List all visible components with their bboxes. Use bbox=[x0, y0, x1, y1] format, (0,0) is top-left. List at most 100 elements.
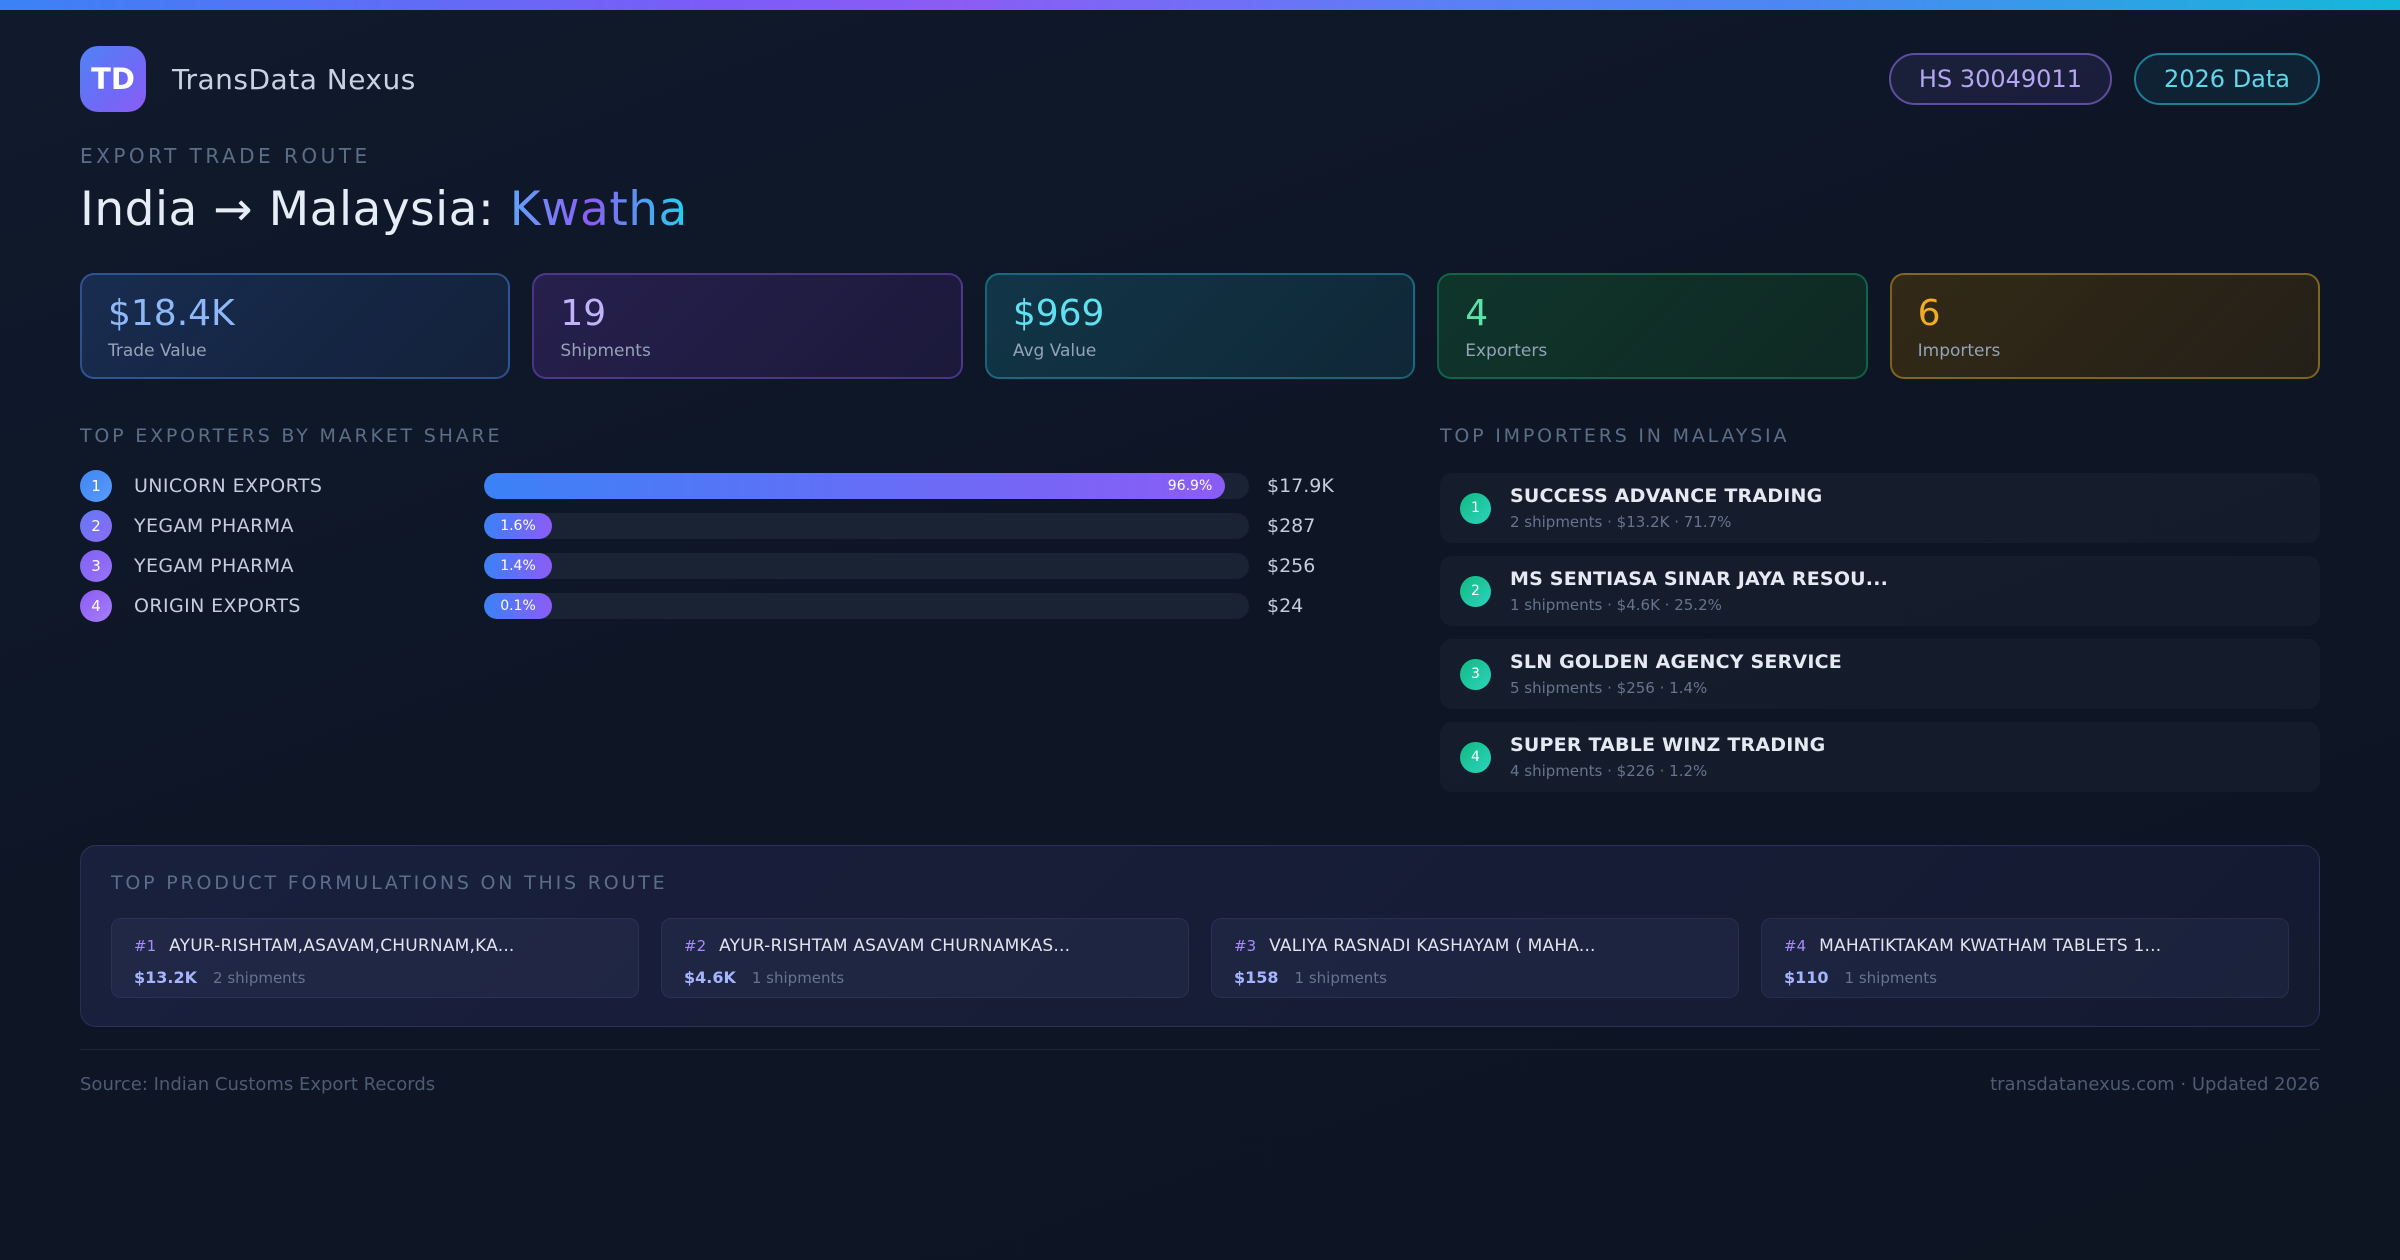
product-shipments: 1 shipments bbox=[751, 969, 845, 987]
exporters-section: TOP EXPORTERS BY MARKET SHARE 1 UNICORN … bbox=[80, 425, 1345, 805]
market-share-bar: 1.6% bbox=[484, 513, 552, 539]
exporter-name: UNICORN EXPORTS bbox=[134, 475, 323, 497]
importer-name: SUPER TABLE WINZ TRADING bbox=[1510, 734, 1826, 756]
stat-value: 4 bbox=[1465, 293, 1489, 334]
products-heading: TOP PRODUCT FORMULATIONS ON THIS ROUTE bbox=[111, 872, 668, 894]
product-name: VALIYA RASNADI KASHAYAM ( MAHA... bbox=[1269, 936, 1596, 956]
product-card[interactable]: #2 AYUR-RISHTAM ASAVAM CHURNAMKAS... $4.… bbox=[661, 918, 1189, 998]
stat-card-importers: 6 Importers bbox=[1889, 273, 2321, 379]
stat-value: $18.4K bbox=[108, 293, 235, 334]
market-share-percent: 1.6% bbox=[500, 518, 536, 534]
market-share-percent: 96.9% bbox=[1167, 478, 1213, 494]
exporter-row: 4 ORIGIN EXPORTS 0.1% $24 bbox=[80, 590, 1345, 622]
product-shipments: 1 shipments bbox=[1294, 969, 1387, 987]
importer-card[interactable]: 4 SUPER TABLE WINZ TRADING 4 shipments ·… bbox=[1440, 722, 2320, 792]
exporter-name: ORIGIN EXPORTS bbox=[134, 595, 301, 617]
stat-label: Trade Value bbox=[108, 341, 207, 361]
stat-value: 19 bbox=[560, 293, 607, 334]
importer-name: MS SENTIASA SINAR JAYA RESOU... bbox=[1510, 568, 1889, 590]
stat-card-trade-value: $18.4K Trade Value bbox=[80, 273, 511, 379]
stat-card-exporters: 4 Exporters bbox=[1437, 273, 1868, 379]
brand-name: TransData Nexus bbox=[172, 62, 416, 96]
exporter-value: $256 bbox=[1267, 555, 1316, 577]
rank-badge: 4 bbox=[80, 590, 112, 622]
product-name: MAHATIKTAKAM KWATHAM TABLETS 1... bbox=[1819, 936, 2162, 956]
exporter-row: 2 YEGAM PHARMA 1.6% $287 bbox=[80, 510, 1345, 542]
stat-value: $969 bbox=[1012, 293, 1105, 334]
brand: TD TransData Nexus bbox=[80, 46, 416, 112]
main-columns: TOP EXPORTERS BY MARKET SHARE 1 UNICORN … bbox=[80, 425, 2320, 805]
importer-card[interactable]: 2 MS SENTIASA SINAR JAYA RESOU... 1 ship… bbox=[1440, 556, 2320, 626]
products-panel: TOP PRODUCT FORMULATIONS ON THIS ROUTE #… bbox=[80, 845, 2320, 1027]
market-share-percent: 0.1% bbox=[500, 598, 536, 614]
brand-logo: TD bbox=[80, 46, 146, 112]
product-rank: #1 bbox=[134, 937, 157, 955]
stat-label: Avg Value bbox=[1012, 341, 1097, 361]
product-value: $158 bbox=[1234, 968, 1279, 987]
exporter-value: $24 bbox=[1267, 595, 1304, 617]
rank-badge: 4 bbox=[1460, 741, 1491, 773]
importer-name: SLN GOLDEN AGENCY SERVICE bbox=[1510, 651, 1842, 673]
product-card[interactable]: #1 AYUR-RISHTAM,ASAVAM,CHURNAM,KA... $13… bbox=[111, 918, 639, 998]
market-share-percent: 1.4% bbox=[500, 558, 536, 574]
hs-code-badge[interactable]: HS 30049011 bbox=[1888, 53, 2112, 105]
product-rank: #4 bbox=[1784, 937, 1807, 955]
exporter-name: YEGAM PHARMA bbox=[134, 555, 294, 577]
product-name: AYUR-RISHTAM ASAVAM CHURNAMKAS... bbox=[719, 936, 1071, 956]
rank-badge: 1 bbox=[1460, 492, 1491, 524]
product-rank: #2 bbox=[684, 937, 707, 955]
stat-card-shipments: 19 Shipments bbox=[532, 273, 963, 379]
product-value: $13.2K bbox=[134, 968, 198, 987]
rank-badge: 2 bbox=[1460, 575, 1491, 607]
exporter-row: 3 YEGAM PHARMA 1.4% $256 bbox=[80, 550, 1345, 582]
header: TD TransData Nexus HS 30049011 2026 Data bbox=[80, 46, 2320, 112]
product-card[interactable]: #3 VALIYA RASNADI KASHAYAM ( MAHA... $15… bbox=[1211, 918, 1739, 998]
product-value: $110 bbox=[1784, 968, 1829, 987]
page-title: India → Malaysia: Kwatha bbox=[80, 182, 2320, 237]
stat-label: Importers bbox=[1917, 341, 2001, 361]
importer-card[interactable]: 3 SLN GOLDEN AGENCY SERVICE 5 shipments … bbox=[1440, 639, 2320, 709]
exporter-name: YEGAM PHARMA bbox=[134, 515, 294, 537]
footer-source: Source: Indian Customs Export Records bbox=[80, 1074, 436, 1095]
exporters-heading: TOP EXPORTERS BY MARKET SHARE bbox=[80, 425, 503, 447]
footer: Source: Indian Customs Export Records tr… bbox=[80, 1049, 2320, 1095]
product-value: $4.6K bbox=[684, 968, 736, 987]
exporter-row: 1 UNICORN EXPORTS 96.9% $17.9K bbox=[80, 470, 1345, 502]
product-shipments: 2 shipments bbox=[213, 969, 306, 987]
importer-card[interactable]: 1 SUCCESS ADVANCE TRADING 2 shipments · … bbox=[1440, 473, 2320, 543]
top-accent-bar bbox=[0, 0, 2400, 10]
stat-label: Exporters bbox=[1465, 341, 1548, 361]
market-share-bar: 1.4% bbox=[484, 553, 552, 579]
rank-badge: 3 bbox=[80, 550, 112, 582]
product-cards: #1 AYUR-RISHTAM,ASAVAM,CHURNAM,KA... $13… bbox=[111, 918, 2289, 998]
importer-name: SUCCESS ADVANCE TRADING bbox=[1510, 485, 1823, 507]
stat-cards: $18.4K Trade Value 19 Shipments $969 Avg… bbox=[80, 273, 2321, 379]
data-year-badge[interactable]: 2026 Data bbox=[2133, 53, 2320, 105]
exporter-value: $287 bbox=[1267, 515, 1316, 537]
importer-meta: 2 shipments · $13.2K · 71.7% bbox=[1510, 513, 1732, 531]
page: TD TransData Nexus HS 30049011 2026 Data… bbox=[0, 46, 2400, 1095]
product-name: AYUR-RISHTAM,ASAVAM,CHURNAM,KA... bbox=[169, 936, 515, 956]
stat-label: Shipments bbox=[560, 341, 651, 361]
importers-section: TOP IMPORTERS IN MALAYSIA 1 SUCCESS ADVA… bbox=[1440, 425, 2320, 805]
product-rank: #3 bbox=[1234, 937, 1257, 955]
footer-site: transdatanexus.com · Updated 2026 bbox=[1990, 1074, 2320, 1095]
rank-badge: 2 bbox=[80, 510, 112, 542]
market-share-bar-track: 0.1% bbox=[484, 593, 1249, 619]
product-shipments: 1 shipments bbox=[1844, 969, 1937, 987]
eyebrow-label: EXPORT TRADE ROUTE bbox=[80, 144, 371, 168]
product-card[interactable]: #4 MAHATIKTAKAM KWATHAM TABLETS 1... $11… bbox=[1761, 918, 2289, 998]
importer-meta: 1 shipments · $4.6K · 25.2% bbox=[1510, 596, 1722, 614]
market-share-bar: 0.1% bbox=[484, 593, 552, 619]
stat-value: 6 bbox=[1917, 293, 1941, 334]
exporter-value: $17.9K bbox=[1267, 475, 1334, 497]
header-badges: HS 30049011 2026 Data bbox=[1888, 53, 2320, 105]
market-share-bar: 96.9% bbox=[484, 473, 1226, 499]
page-title-product: Kwatha bbox=[509, 182, 688, 237]
page-title-route: India → Malaysia: bbox=[80, 182, 510, 237]
market-share-bar-track: 96.9% bbox=[484, 473, 1249, 499]
importer-meta: 5 shipments · $256 · 1.4% bbox=[1510, 679, 1708, 697]
market-share-bar-track: 1.4% bbox=[484, 553, 1249, 579]
importers-heading: TOP IMPORTERS IN MALAYSIA bbox=[1440, 425, 1790, 447]
importer-meta: 4 shipments · $226 · 1.2% bbox=[1510, 762, 1708, 780]
